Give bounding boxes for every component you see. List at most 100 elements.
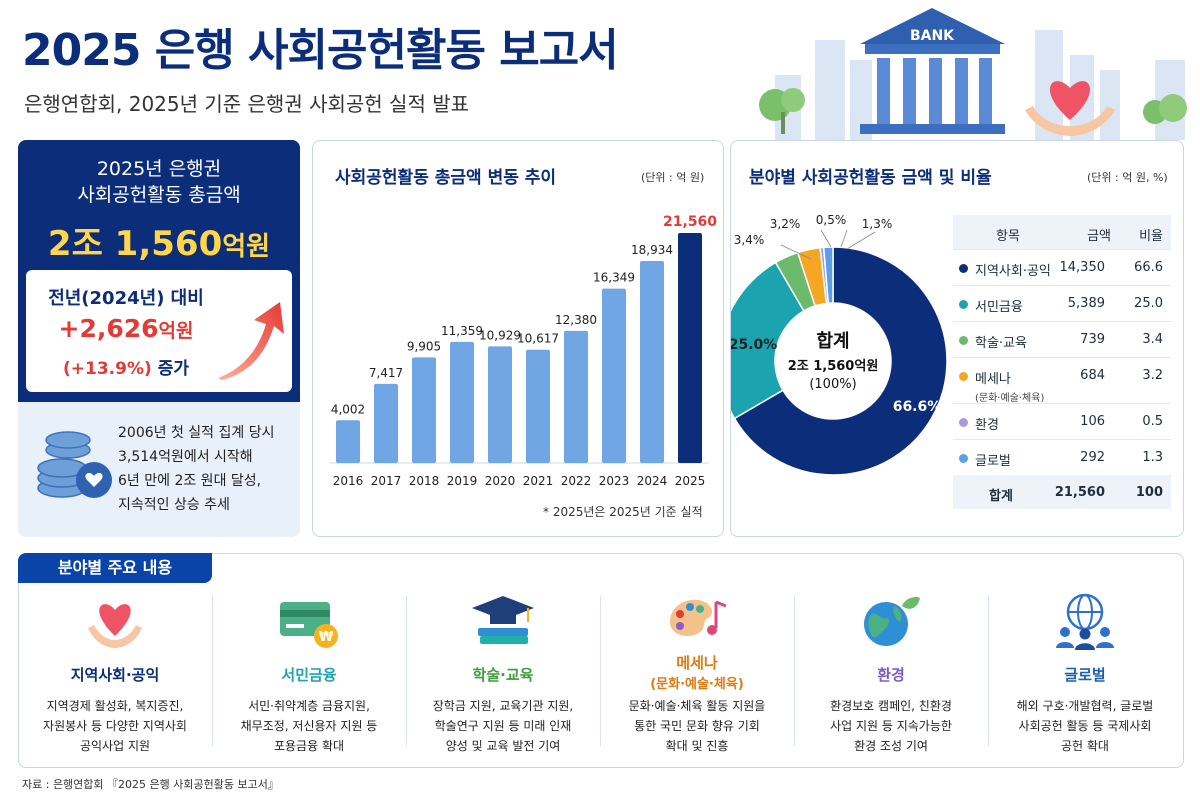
field-description-line: 사회공헌 활동 등 국제사회 <box>1018 719 1152 733</box>
table-row-name-text: 환경 <box>975 418 999 433</box>
field-description-line: 지역경제 활성화, 복지증진, <box>46 699 184 713</box>
yoy-rate: (+13.9%) 증가 <box>26 354 226 379</box>
legend-dot <box>959 454 968 463</box>
bar-value-label-2025: 21,560 <box>663 214 717 230</box>
bar-tick-label-2021: 2021 <box>523 474 554 488</box>
field-description-line: 포용금융 확대 <box>273 739 345 753</box>
history-line2: 3,514억원에서 시작해 <box>118 449 253 465</box>
bar-tick-label-2025: 2025 <box>675 474 706 488</box>
bar-2020 <box>488 346 512 463</box>
donut-slice-2 <box>731 261 805 420</box>
field-description: 장학금 지원, 교육기관 지원, 학술연구 지원 등 미래 인재 양성 및 교육 발… <box>410 696 596 756</box>
field-description-line: 환경 조성 기여 <box>854 739 928 753</box>
yoy-rate-suffix: 증가 <box>157 359 189 379</box>
field-column: 학술·교육 장학금 지원, 교육기관 지원, 학술연구 지원 등 미래 인재 양성 및… <box>406 590 600 758</box>
donut-slice-label-2: 25.0% <box>731 337 777 353</box>
bar-tick-label-2018: 2018 <box>409 474 440 488</box>
heart-hands-icon <box>1025 81 1115 136</box>
summary-total-amount: 2조 1,560억원 <box>18 216 300 265</box>
table-row-name-text: 지역사회·공익 <box>975 264 1051 279</box>
summary-total-section: 2025년 은행권 사회공헌활동 총금액 2조 1,560억원 전년(2024년… <box>18 140 300 402</box>
field-description-line: 자원봉사 등 다양한 지역사회 <box>43 719 187 733</box>
column-divider <box>212 596 213 746</box>
bar-chart-note: * 2025년은 2025년 기준 실적 <box>543 505 703 519</box>
yoy-amount-number: +2,626 <box>58 314 159 343</box>
bar-value-label-2020: 10,929 <box>479 328 521 342</box>
field-name: 글로벌 <box>988 664 1182 685</box>
bar-value-label-2017: 7,417 <box>369 366 403 380</box>
tree-icon <box>759 88 1187 134</box>
table-row-amount: 684 <box>1080 368 1105 383</box>
summary-panel: 2025년 은행권 사회공헌활동 총금액 2조 1,560억원 전년(2024년… <box>18 140 300 537</box>
bar-tick-label-2017: 2017 <box>371 474 402 488</box>
field-description-line: 확대 및 진흥 <box>665 739 729 753</box>
table-total-row: 합계 21,560 100 <box>953 475 1171 509</box>
table-row-ratio: 0.5 <box>1142 414 1163 429</box>
bar-tick-label-2019: 2019 <box>447 474 478 488</box>
yoy-rate-number: (+13.9%) <box>63 359 152 379</box>
bar-chart-unit: (단위 : 억 원) <box>641 171 705 184</box>
donut-hole <box>775 303 891 419</box>
globe-leaf-icon <box>864 596 920 646</box>
field-name: 메세나 (문화·예술·체육) <box>600 652 794 692</box>
bar-tick-label-2023: 2023 <box>599 474 630 488</box>
field-column: 메세나 (문화·예술·체육) 문화·예술·체육 활동 지원을 통한 국민 문화 향유 … <box>600 590 794 758</box>
field-description: 서민·취약계층 금융지원, 채무조정, 저신용자 지원 등 포용금융 확대 <box>216 696 402 756</box>
donut-chart-panel: 66.6% 25.0% 3,4% 3,2% 0,5% 1,3% 분야별 사회공헌활동 금액… <box>730 140 1184 537</box>
history-line3: 6년 만에 2조 원대 달성, <box>118 473 262 489</box>
bar-chart-title: 사회공헌활동 총금액 변동 추이 <box>335 168 557 188</box>
summary-history-section: 2006년 첫 실적 집계 당시 3,514억원에서 시작해 6년 만에 2조 … <box>18 402 300 537</box>
table-row: 학술·교육 739 3.4 <box>953 321 1171 357</box>
history-line1: 2006년 첫 실적 집계 당시 <box>118 425 275 441</box>
page-subtitle: 은행연합회, 2025년 기준 은행권 사회공헌 실적 발표 <box>24 92 469 116</box>
field-description: 환경보호 캠페인, 친환경 사업 지원 등 지속가능한 환경 조성 기여 <box>798 696 984 756</box>
summary-label-line1: 2025년 은행권 <box>96 158 222 180</box>
graduation-icon <box>472 596 534 644</box>
donut-chart-title: 분야별 사회공헌활동 금액 및 비율 <box>749 168 992 188</box>
donut-center-pct: (100%) <box>809 377 857 392</box>
bar-tick-label-2020: 2020 <box>485 474 516 488</box>
field-name: 학술·교육 <box>406 664 600 685</box>
table-row-ratio: 25.0 <box>1134 296 1163 311</box>
field-description-line: 사업 지원 등 지속가능한 <box>830 719 952 733</box>
column-divider <box>794 596 795 746</box>
donut-slice-label-6: 1,3% <box>862 217 893 231</box>
table-row-name: 학술·교육 <box>975 332 1027 351</box>
table-row-name-text: 글로벌 <box>975 454 1011 469</box>
field-description-line: 장학금 지원, 교육기관 지원, <box>432 699 574 713</box>
table-row-amount: 739 <box>1080 332 1105 347</box>
table-row: 환경 106 0.5 <box>953 403 1171 439</box>
field-column: 환경 환경보호 캠페인, 친환경 사업 지원 등 지속가능한 환경 조성 기여 <box>794 590 988 758</box>
field-column: 지역사회·공익 지역경제 활성화, 복지증진, 자원봉사 등 다양한 지역사회 공익사… <box>18 590 212 758</box>
field-description: 지역경제 활성화, 복지증진, 자원봉사 등 다양한 지역사회 공익사업 지원 <box>22 696 208 756</box>
table-row-ratio: 1.3 <box>1142 450 1163 465</box>
field-name: 환경 <box>794 664 988 685</box>
bar-2019 <box>450 341 474 463</box>
svg-text:₩: ₩ <box>319 630 334 645</box>
donut-leader-line <box>780 244 812 260</box>
field-description-line: 학술연구 지원 등 미래 인재 <box>434 719 572 733</box>
table-total-amount: 21,560 <box>1054 485 1105 500</box>
coins-icon <box>37 431 112 498</box>
field-name: 지역사회·공익 <box>18 664 212 685</box>
bar-chart-panel: 4,002 2016 7,417 2017 9,905 2018 11,359 2019 10,… <box>312 140 724 537</box>
page-title: 2025 은행 사회공헌활동 보고서 <box>22 25 619 76</box>
column-divider <box>988 596 989 746</box>
field-description-line: 채무조정, 저신용자 지원 등 <box>240 719 378 733</box>
table-row-name: 지역사회·공익 <box>975 260 1051 279</box>
column-divider <box>600 596 601 746</box>
history-line4: 지속적인 상승 추세 <box>118 497 230 513</box>
table-row: 서민금융 5,389 25.0 <box>953 285 1171 321</box>
field-description-line: 통한 국민 문화 향유 기회 <box>634 719 760 733</box>
field-name-text: 환경 <box>877 666 905 684</box>
table-row-name: 서민금융 <box>975 296 1023 315</box>
donut-center-value: 2조 1,560억원 <box>787 359 879 374</box>
table-row-name: 환경 <box>975 414 999 433</box>
yoy-label: 전년(2024년) 대비 <box>48 288 204 309</box>
donut-leader-line <box>846 231 876 250</box>
donut-slice-label-5: 0,5% <box>816 213 847 227</box>
bar-value-label-2024: 18,934 <box>631 243 673 257</box>
table-row: 메세나 (문화·예술·체육) 684 3.2 <box>953 357 1171 404</box>
bar-2021 <box>526 349 550 463</box>
field-description-line: 해외 구호·개발협력, 글로벌 <box>1016 699 1154 713</box>
